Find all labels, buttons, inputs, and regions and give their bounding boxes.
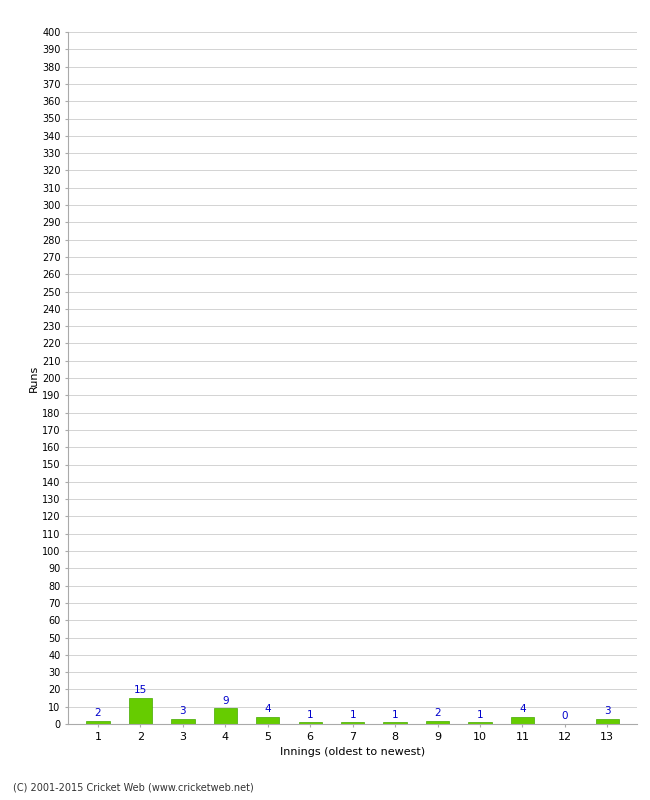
Bar xyxy=(511,717,534,724)
Bar xyxy=(129,698,152,724)
Bar xyxy=(86,721,110,724)
X-axis label: Innings (oldest to newest): Innings (oldest to newest) xyxy=(280,747,425,757)
Text: 0: 0 xyxy=(562,711,568,722)
Text: 15: 15 xyxy=(134,686,147,695)
Bar xyxy=(214,709,237,724)
Text: 3: 3 xyxy=(604,706,610,716)
Bar xyxy=(468,722,491,724)
Text: 1: 1 xyxy=(349,710,356,720)
Text: 2: 2 xyxy=(434,708,441,718)
Text: 1: 1 xyxy=(307,710,313,720)
Text: 3: 3 xyxy=(179,706,186,716)
Text: 4: 4 xyxy=(265,705,271,714)
Text: (C) 2001-2015 Cricket Web (www.cricketweb.net): (C) 2001-2015 Cricket Web (www.cricketwe… xyxy=(13,782,254,792)
Bar xyxy=(171,719,194,724)
Bar xyxy=(298,722,322,724)
Text: 9: 9 xyxy=(222,696,229,706)
Bar xyxy=(384,722,407,724)
Text: 4: 4 xyxy=(519,705,526,714)
Bar xyxy=(595,719,619,724)
Text: 2: 2 xyxy=(95,708,101,718)
Bar xyxy=(341,722,364,724)
Bar xyxy=(426,721,449,724)
Text: 1: 1 xyxy=(392,710,398,720)
Text: 1: 1 xyxy=(476,710,483,720)
Y-axis label: Runs: Runs xyxy=(29,364,39,392)
Bar xyxy=(256,717,280,724)
